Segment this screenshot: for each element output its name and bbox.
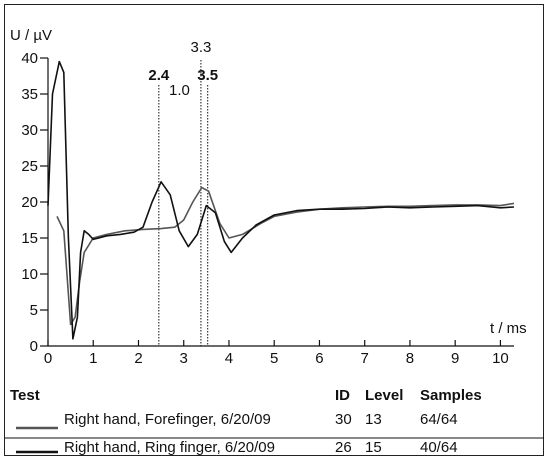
x-tick-label: 3	[180, 350, 188, 367]
series-line-1	[47, 60, 515, 340]
x-tick-label: 0	[44, 350, 52, 367]
table-row-level: 15	[365, 439, 382, 456]
y-tick-label: 30	[21, 122, 38, 139]
table-row-id: 30	[335, 411, 352, 428]
table-header-test: Test	[10, 387, 40, 404]
y-tick-label: 5	[30, 302, 38, 319]
interval-label: 1.0	[169, 82, 190, 99]
chart-frame	[4, 4, 544, 456]
table-header-level: Level	[365, 387, 403, 404]
x-tick-label: 1	[89, 350, 97, 367]
y-tick-label: 10	[21, 266, 38, 283]
table-row-level: 13	[365, 411, 382, 428]
y-tick-label: 25	[21, 158, 38, 175]
y-tick-label: 35	[21, 86, 38, 103]
y-axis-label: U / µV	[10, 27, 52, 44]
table-row-id: 26	[335, 439, 352, 456]
table-row-samples: 40/64	[420, 439, 458, 456]
table-header-id: ID	[335, 387, 350, 404]
x-tick-label: 5	[270, 350, 278, 367]
x-tick-label: 2	[134, 350, 142, 367]
table-row-label: Right hand, Forefinger, 6/20/09	[64, 411, 271, 428]
x-tick-label: 8	[406, 350, 414, 367]
y-tick-label: 0	[30, 338, 38, 355]
table-row-samples: 64/64	[420, 411, 458, 428]
y-tick-label: 20	[21, 194, 38, 211]
latency-marker-label: 3.3	[190, 39, 211, 56]
y-tick-label: 15	[21, 230, 38, 247]
series-line-0	[56, 186, 515, 326]
table-row-label: Right hand, Ring finger, 6/20/09	[64, 439, 275, 456]
x-axis-label: t / ms	[490, 320, 527, 337]
x-tick-label: 4	[225, 350, 233, 367]
x-tick-label: 10	[492, 350, 509, 367]
latency-marker-label: 3.5	[197, 67, 218, 84]
x-tick-label: 7	[361, 350, 369, 367]
y-tick-label: 40	[21, 50, 38, 67]
table-header-samples: Samples	[420, 387, 482, 404]
x-tick-label: 9	[451, 350, 459, 367]
latency-marker-label: 2.4	[148, 67, 170, 84]
x-tick-label: 6	[315, 350, 323, 367]
